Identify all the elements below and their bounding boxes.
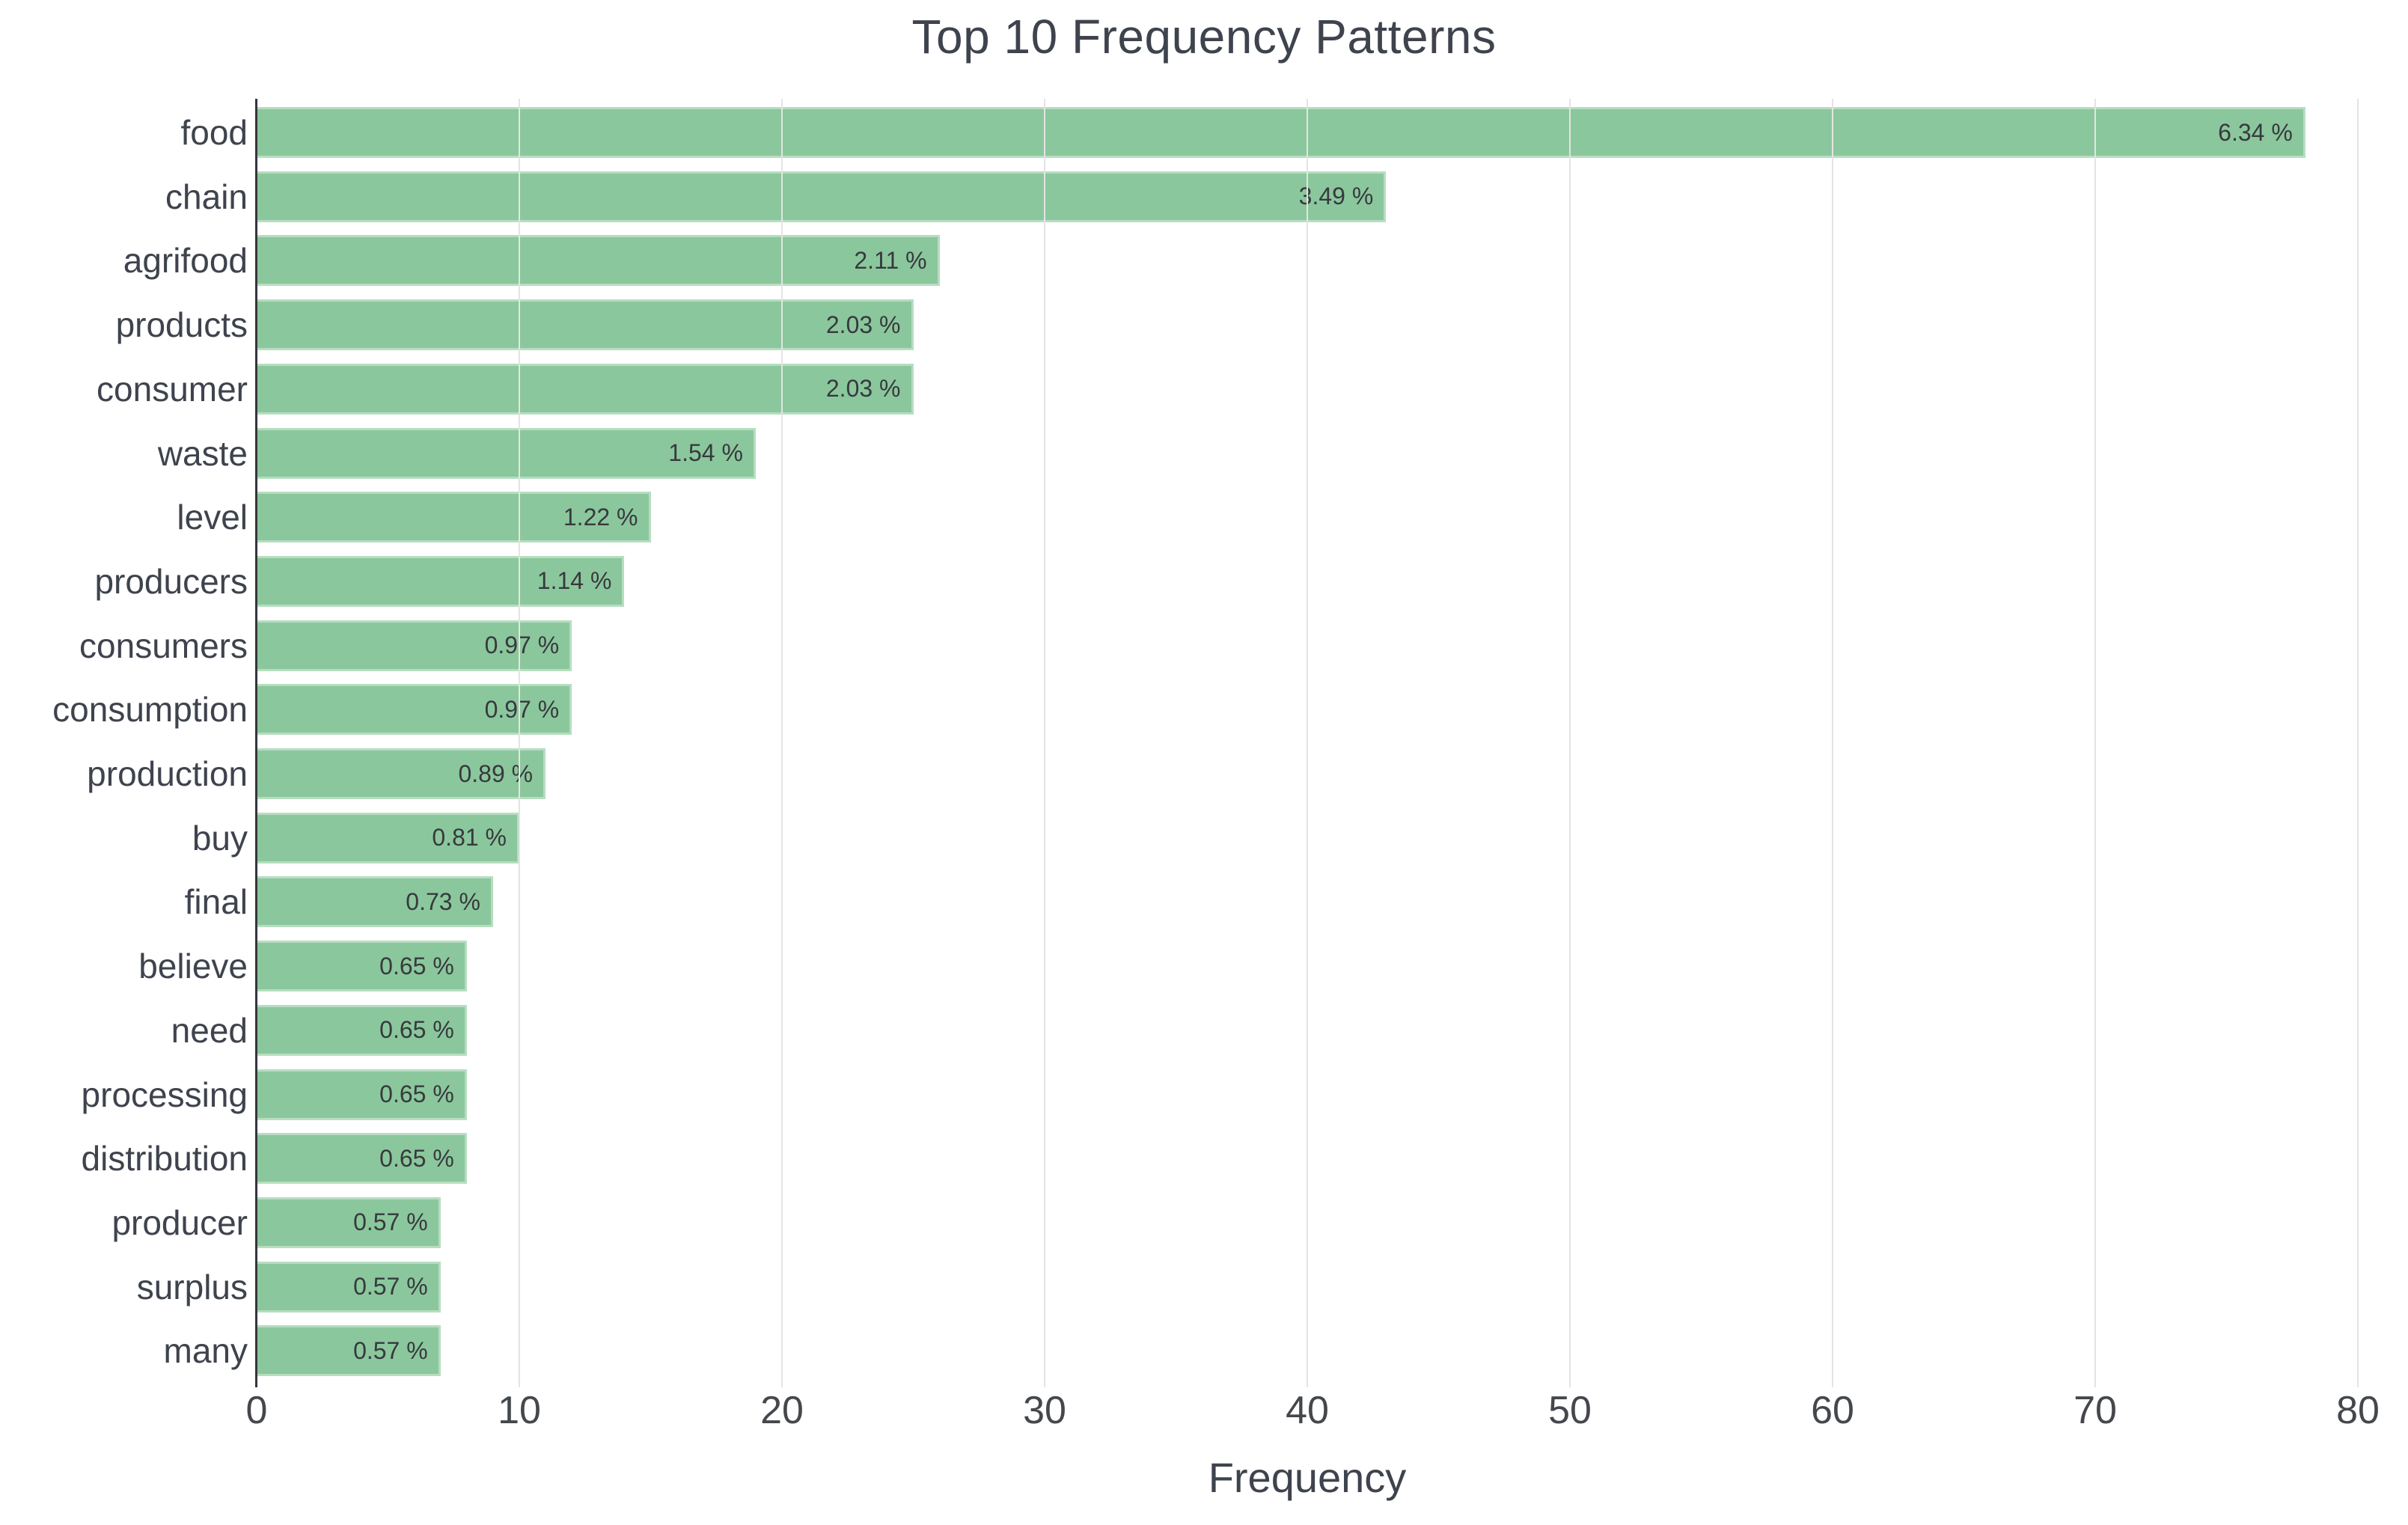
frequency-bar[interactable]: 0.65 % bbox=[257, 1004, 467, 1056]
bar-percent-label: 0.65 % bbox=[379, 1144, 454, 1172]
y-category-label: agrifood bbox=[123, 241, 248, 281]
x-tick-label: 70 bbox=[2074, 1389, 2117, 1432]
x-tick-label: 40 bbox=[1286, 1389, 1329, 1432]
frequency-bar[interactable]: 1.54 % bbox=[257, 427, 756, 479]
frequency-bar[interactable]: 0.57 % bbox=[257, 1325, 441, 1377]
gridline bbox=[2094, 99, 2096, 1387]
frequency-bar[interactable]: 0.65 % bbox=[257, 941, 467, 992]
gridline bbox=[1307, 99, 1308, 1387]
bar-percent-label: 0.57 % bbox=[353, 1208, 428, 1236]
y-category-label: surplus bbox=[136, 1267, 248, 1307]
gridline bbox=[1832, 99, 1833, 1387]
gridline bbox=[1569, 99, 1571, 1387]
gridline bbox=[1044, 99, 1045, 1387]
y-category-label: need bbox=[171, 1010, 248, 1050]
y-category-label: consumer bbox=[97, 369, 248, 409]
frequency-bar[interactable]: 3.49 % bbox=[257, 171, 1387, 222]
x-axis-title: Frequency bbox=[1208, 1454, 1407, 1501]
frequency-bar[interactable]: 0.97 % bbox=[257, 620, 572, 671]
bar-percent-label: 0.57 % bbox=[353, 1273, 428, 1301]
y-category-label: producer bbox=[111, 1202, 248, 1242]
x-tick-label: 10 bbox=[498, 1389, 541, 1432]
bar-percent-label: 0.89 % bbox=[458, 760, 534, 787]
bar-percent-label: 0.73 % bbox=[406, 887, 480, 915]
y-category-label: consumers bbox=[79, 626, 248, 665]
bar-percent-label: 0.65 % bbox=[379, 1081, 454, 1107]
bar-percent-label: 0.97 % bbox=[484, 695, 560, 723]
frequency-bar[interactable]: 0.57 % bbox=[257, 1261, 441, 1312]
bar-percent-label: 2.11 % bbox=[854, 246, 927, 274]
frequency-bar[interactable]: 0.65 % bbox=[257, 1069, 467, 1120]
frequency-bar[interactable]: 0.73 % bbox=[257, 876, 493, 928]
x-axis-ticks: 0 10 20 30 40 50 60 70 80 bbox=[246, 1387, 2380, 1434]
frequency-bar[interactable]: 0.97 % bbox=[257, 684, 572, 736]
y-category-label: chain bbox=[165, 177, 248, 216]
bar-percent-label: 0.65 % bbox=[379, 1016, 454, 1044]
y-category-label: food bbox=[180, 113, 248, 152]
y-category-label: production bbox=[87, 754, 248, 793]
frequency-bar[interactable]: 6.34 % bbox=[257, 107, 2305, 158]
bar-percent-label: 3.49 % bbox=[1298, 183, 1374, 210]
frequency-bar[interactable]: 0.65 % bbox=[257, 1133, 467, 1185]
y-category-label: believe bbox=[138, 947, 248, 986]
y-category-label: consumption bbox=[52, 690, 248, 730]
bar-percent-label: 1.22 % bbox=[563, 503, 638, 531]
y-category-label: level bbox=[177, 498, 248, 537]
y-category-label: producers bbox=[94, 561, 248, 601]
gridline bbox=[2357, 99, 2359, 1387]
frequency-bar[interactable]: 2.03 % bbox=[257, 363, 914, 415]
bar-percent-label: 0.81 % bbox=[432, 824, 507, 852]
plot-area: 6.34 % 3.49 % 2.11 % 2.03 % 2.03 % 1.54 % 1.22… bbox=[255, 99, 2359, 1387]
bar-percent-label: 2.03 % bbox=[825, 375, 901, 403]
frequency-bar[interactable]: 1.22 % bbox=[257, 492, 651, 543]
gridline bbox=[781, 99, 783, 1387]
x-tick-label: 0 bbox=[245, 1389, 268, 1432]
y-category-label: products bbox=[115, 305, 248, 345]
frequency-bar[interactable]: 0.81 % bbox=[257, 812, 519, 864]
bar-percent-label: 0.97 % bbox=[484, 632, 560, 659]
x-tick-label: 80 bbox=[2336, 1389, 2380, 1432]
bar-percent-label: 1.14 % bbox=[537, 567, 612, 595]
bar-percent-label: 0.65 % bbox=[379, 952, 454, 980]
bar-percent-label: 6.34 % bbox=[2218, 118, 2293, 146]
frequency-bar[interactable]: 0.57 % bbox=[257, 1197, 441, 1248]
frequency-bar[interactable]: 0.89 % bbox=[257, 748, 546, 799]
y-category-label: processing bbox=[81, 1075, 248, 1114]
y-axis-labels: food chain agrifood products consumer waste le… bbox=[0, 100, 248, 1383]
y-category-label: buy bbox=[192, 818, 248, 858]
gridline bbox=[519, 99, 520, 1387]
bar-percent-label: 0.57 % bbox=[353, 1336, 428, 1364]
chart-title: Top 10 Frequency Patterns bbox=[911, 10, 1497, 64]
x-tick-label: 30 bbox=[1023, 1389, 1066, 1432]
frequency-bar[interactable]: 2.11 % bbox=[257, 235, 940, 287]
y-category-label: waste bbox=[157, 433, 248, 473]
bar-percent-label: 2.03 % bbox=[825, 311, 901, 338]
bar-percent-label: 1.54 % bbox=[668, 439, 743, 466]
x-tick-label: 60 bbox=[1811, 1389, 1854, 1432]
frequency-bar[interactable]: 1.14 % bbox=[257, 555, 625, 607]
x-tick-label: 50 bbox=[1548, 1389, 1592, 1432]
x-tick-label: 20 bbox=[760, 1389, 804, 1432]
y-category-label: distribution bbox=[81, 1139, 248, 1179]
y-category-label: many bbox=[163, 1331, 248, 1371]
y-category-label: final bbox=[184, 882, 248, 922]
frequency-bar[interactable]: 2.03 % bbox=[257, 299, 914, 351]
y-axis-line bbox=[255, 99, 257, 1387]
